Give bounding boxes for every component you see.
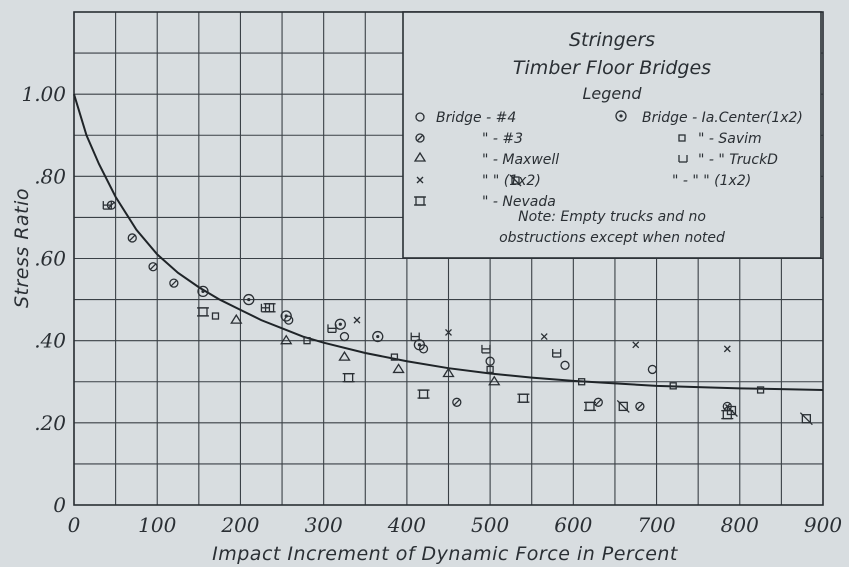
data-point-cross [353,316,361,324]
data-point-circle-dot [197,285,209,298]
y-tick-label: .20 [34,411,66,435]
data-points [102,200,813,426]
data-point-cross [723,345,731,353]
legend-row1-right: Bridge - Ia.Center(1x2) [642,110,803,126]
data-point-truck-d-1x2 [616,399,630,413]
data-point-circle-slash [452,397,462,407]
y-axis-title: Stress Ratio [11,188,33,308]
data-point-triangle [280,334,293,345]
chart-title: Stringers [569,29,655,51]
data-point-truck-d-1x2 [724,404,738,417]
legend-triangle-icon [413,151,427,162]
curve-layer [73,93,824,391]
data-point-square-bracket [342,372,355,383]
legend-row2-right: " - Savim [698,131,762,147]
data-point-square [303,337,311,345]
data-point-circle-dot [243,293,255,306]
legend-row4-left: " " (1x2) [482,173,541,189]
x-axis-title: Impact Increment of Dynamic Force in Per… [212,543,679,565]
data-point-square-bracket [417,389,430,399]
legend-row5-left: " - Nevada [482,194,556,210]
data-point-square [211,312,220,320]
data-point-circle [560,360,570,370]
legend-truck-d-1x2-icon [509,174,522,187]
data-point-square-bracket [517,393,530,403]
data-point-truck-d [260,303,271,313]
data-point-triangle [338,350,351,361]
data-point-circle-dot [334,318,346,330]
data-point-triangle [488,375,501,386]
x-tick-label: 800 [721,513,759,537]
data-point-circle-slash [635,401,645,412]
legend-note-line2: obstructions except when noted [499,230,725,246]
legend-bracket-icon [414,196,426,206]
legend-heading: Legend [582,84,642,103]
data-point-truck-d [102,201,112,210]
legend-circle-icon [415,112,425,122]
x-tick-label: 200 [220,513,259,537]
legend-row1-left: Bridge - #4 [436,110,516,126]
data-point-circle-slash [148,262,158,272]
data-point-circle-dot [372,330,384,343]
data-point-square [756,386,765,394]
data-point-truck-d [552,348,562,358]
legend-note-line1: Note: Empty trucks and no [518,209,706,225]
data-point-square-bracket [583,401,596,412]
x-tick-label: 0 [68,513,81,537]
data-point-cross [445,328,452,336]
ticks: 0 100 200 300 400 500 600 700 800 900 0 .20 .40 .60 .8… [21,82,842,537]
data-point-circle-slash [169,278,179,288]
data-point-square [390,353,399,361]
chart-subtitle: Timber Floor Bridges [513,57,711,79]
y-tick-label: .60 [34,247,66,271]
legend-row3-left: " - Maxwell [482,152,559,168]
data-point-cross [632,341,640,349]
data-point-circle [418,344,429,354]
data-point-circle [647,364,658,375]
data-point-triangle [230,313,243,324]
data-point-truck-d-1x2 [799,412,813,426]
data-point-truck-d [481,344,491,354]
data-point-square [669,382,677,390]
legend-truck-d-icon [678,155,688,163]
legend-circle-dot-icon [615,110,627,122]
legend-row3-right: " - " TruckD [698,152,778,168]
x-tick-label: 300 [305,513,343,537]
data-point-cross [540,333,548,341]
data-point-circle [339,331,350,342]
x-tick-label: 400 [387,513,426,537]
legend-box [402,11,822,259]
data-point-square [486,365,494,374]
data-point-triangle [392,363,405,374]
legend-row2-left: " - #3 [482,131,523,147]
data-point-circle [485,356,495,366]
data-point-square-bracket [196,307,209,317]
x-tick-label: 500 [471,513,509,537]
data-point-circle-slash [127,233,137,243]
data-point-circle-dot [280,310,292,322]
legend-row4-right: " - " " (1x2) [672,173,751,189]
y-tick-label: .80 [34,164,66,188]
x-tick-label: 600 [554,513,592,537]
data-point-triangle [442,367,455,378]
x-tick-label: 900 [804,513,842,537]
data-point-truck-d [410,332,420,342]
legend-square-icon [678,134,686,142]
x-tick-label: 700 [637,513,675,537]
data-point-square [578,378,586,386]
x-tick-label: 100 [138,513,176,537]
y-tick-label: .40 [34,329,66,353]
data-point-truck-d [327,324,337,333]
legend-circle-slash-icon [415,133,425,143]
fitted-curve [73,93,824,391]
y-tick-label: 0 [53,493,66,517]
y-tick-label: 1.00 [21,82,66,106]
legend-cross-icon [416,176,424,184]
legend: Stringers Timber Floor Bridges Legend [402,11,822,259]
